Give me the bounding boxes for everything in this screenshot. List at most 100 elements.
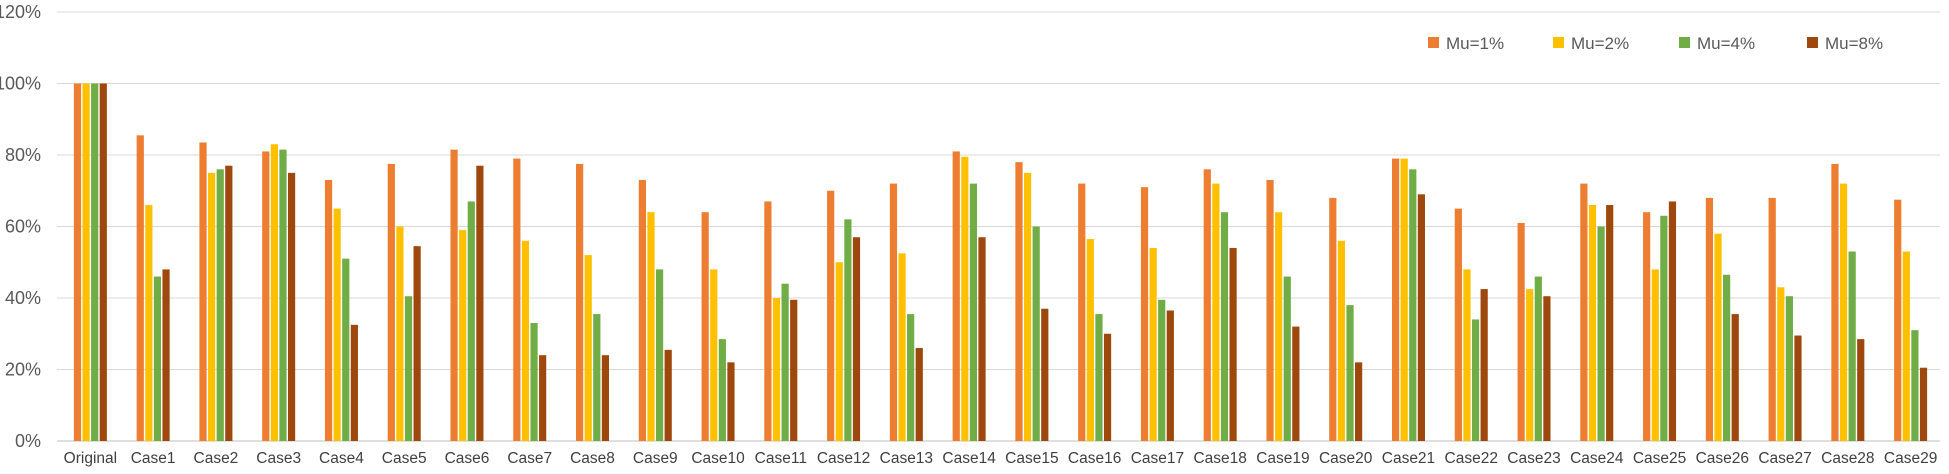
bar	[576, 163, 584, 441]
bar	[225, 165, 233, 441]
x-tick-label: Case20	[1319, 450, 1373, 467]
bar	[1086, 239, 1094, 441]
x-tick-label: Case19	[1256, 450, 1309, 467]
bar	[835, 262, 843, 441]
bar	[978, 237, 986, 441]
bar	[279, 149, 287, 441]
bar	[1095, 314, 1103, 441]
bar	[1203, 169, 1211, 442]
bar	[153, 276, 162, 441]
bar	[1032, 226, 1040, 441]
bar	[1275, 212, 1283, 441]
bar	[450, 149, 458, 441]
bar	[664, 349, 672, 441]
bar	[961, 156, 969, 441]
bar	[1041, 308, 1049, 441]
x-tick-label: Case21	[1382, 450, 1435, 467]
bar	[216, 169, 224, 442]
bar	[324, 180, 333, 441]
x-tick-label: Case7	[507, 450, 552, 467]
bar	[718, 339, 726, 441]
bar	[270, 144, 278, 441]
x-tick-label: Case3	[256, 450, 301, 467]
bar	[1292, 326, 1300, 441]
legend-label: Mu=4%	[1697, 34, 1755, 53]
bar	[969, 183, 978, 441]
bar	[1283, 276, 1291, 441]
bar	[1337, 240, 1346, 441]
bar	[1409, 169, 1417, 442]
bar	[844, 219, 852, 441]
x-tick-label: Case29	[1884, 450, 1937, 467]
bar	[601, 355, 610, 441]
bar	[1534, 276, 1542, 441]
bar	[1329, 197, 1337, 441]
bar	[1471, 319, 1480, 441]
bar	[638, 180, 646, 441]
bar	[476, 165, 484, 441]
bar	[1731, 314, 1739, 441]
bar	[1417, 194, 1425, 441]
bar	[262, 151, 270, 442]
bar	[342, 258, 350, 441]
x-tick-label: Case18	[1193, 450, 1246, 467]
bar	[1346, 305, 1354, 441]
x-tick-label: Case23	[1507, 450, 1560, 467]
y-tick-label: 20%	[5, 360, 41, 380]
bar	[1597, 226, 1605, 441]
bar	[1794, 335, 1802, 441]
x-tick-label: Case10	[691, 450, 745, 467]
bar	[199, 142, 207, 442]
bar	[915, 348, 923, 441]
x-tick-label: Case2	[194, 450, 239, 467]
y-tick-label: 120%	[0, 2, 41, 22]
x-tick-label: Case13	[880, 450, 933, 467]
y-tick-label: 80%	[5, 145, 41, 165]
bar	[1651, 269, 1659, 441]
bar	[530, 323, 538, 441]
bar	[73, 83, 82, 441]
bar	[1643, 212, 1651, 441]
x-tick-label: Case8	[570, 450, 615, 467]
legend-label: Mu=2%	[1571, 34, 1629, 53]
y-tick-label: 100%	[0, 74, 41, 94]
bar	[1526, 289, 1534, 441]
bar	[701, 212, 709, 441]
bar	[1078, 183, 1086, 441]
x-tick-label: Case15	[1005, 450, 1058, 467]
bar	[952, 151, 960, 442]
bar	[772, 298, 781, 441]
x-tick-label: Case22	[1445, 450, 1498, 467]
x-tick-label: Case17	[1131, 450, 1184, 467]
bar	[1158, 299, 1166, 441]
legend-label: Mu=8%	[1825, 34, 1883, 53]
x-tick-label: Case6	[445, 450, 490, 467]
bar	[1785, 296, 1793, 441]
bar	[287, 172, 296, 441]
bar	[1839, 183, 1848, 441]
bar	[593, 314, 601, 441]
bar	[1015, 162, 1023, 441]
bar	[1166, 310, 1174, 441]
x-tick-label: Original	[64, 450, 117, 467]
bar	[1454, 208, 1462, 441]
bar	[907, 314, 915, 441]
x-tick-label: Case12	[817, 450, 870, 467]
bar	[1400, 158, 1408, 441]
bar	[1777, 287, 1785, 441]
x-tick-label: Case25	[1633, 450, 1686, 467]
x-tick-label: Case9	[633, 450, 678, 467]
bar	[790, 299, 798, 441]
bar	[396, 226, 404, 441]
x-tick-label: Case4	[319, 450, 364, 467]
x-tick-label: Case1	[131, 450, 176, 467]
bar	[162, 269, 170, 441]
x-tick-label: Case16	[1068, 450, 1121, 467]
x-tick-label: Case14	[942, 450, 996, 467]
bar	[1023, 172, 1032, 441]
bar	[1355, 362, 1363, 441]
x-tick-label: Case11	[755, 450, 807, 467]
bar	[513, 158, 521, 441]
x-tick-label: Case26	[1696, 450, 1749, 467]
